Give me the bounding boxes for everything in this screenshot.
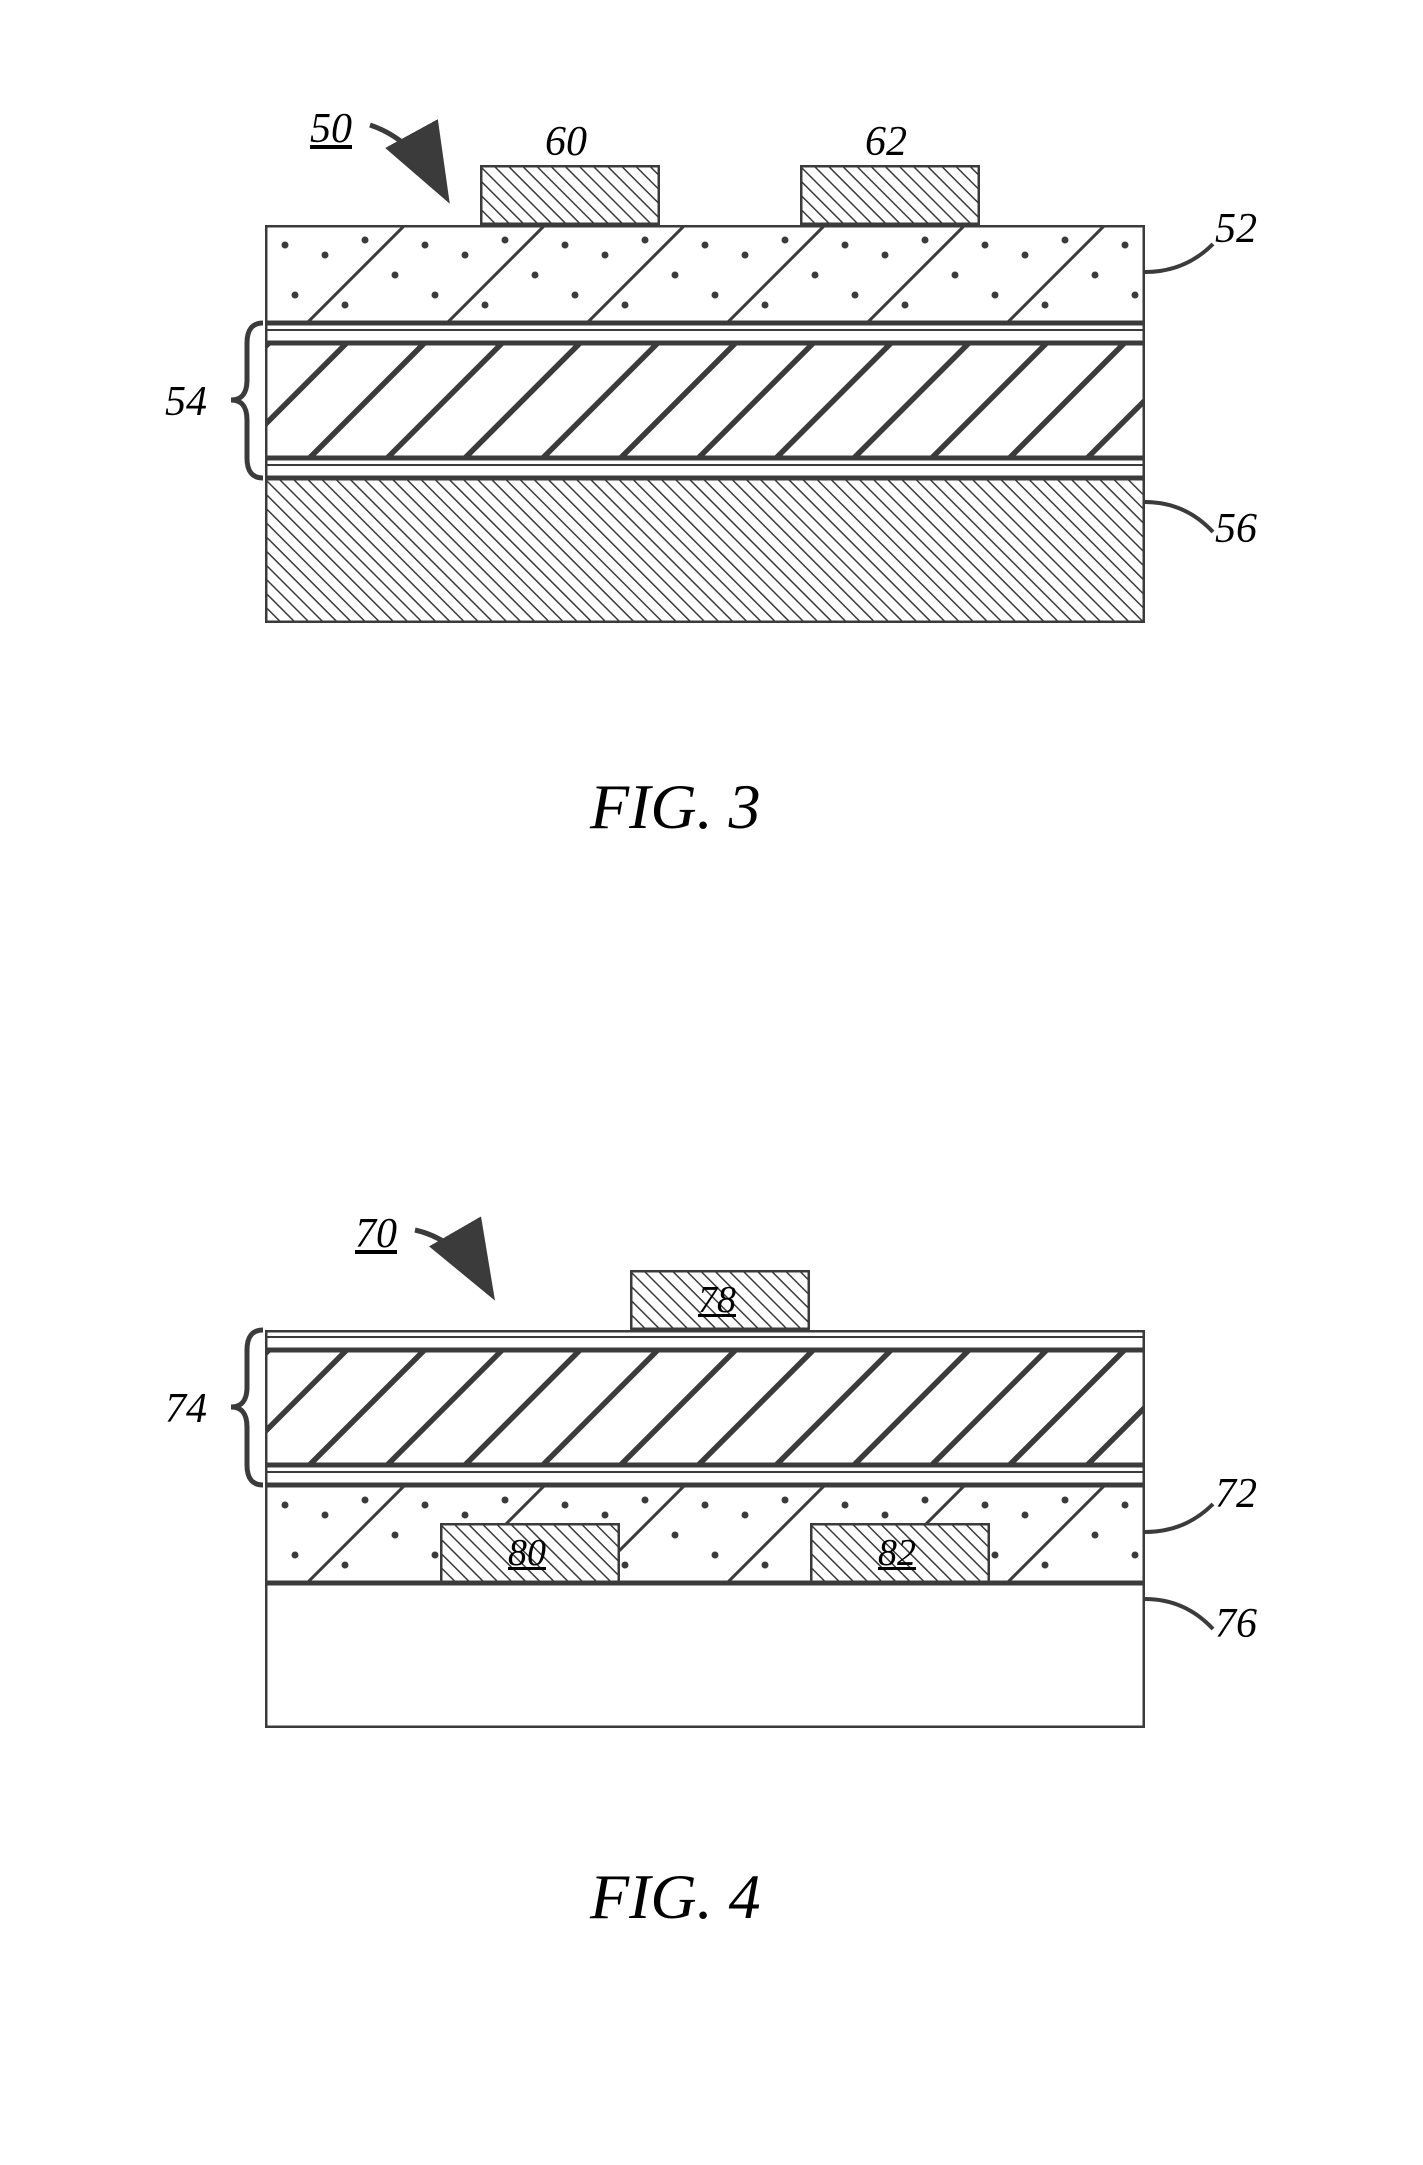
layer-52 bbox=[265, 225, 1145, 323]
layer-76 bbox=[265, 1583, 1145, 1728]
layer-74-top bbox=[265, 1330, 1145, 1350]
ref-arrow-50 bbox=[360, 115, 470, 225]
leader-56 bbox=[1145, 498, 1225, 538]
leader-52 bbox=[1145, 240, 1225, 280]
electrode-62 bbox=[800, 165, 980, 225]
layer-74-mid bbox=[265, 1350, 1145, 1465]
leader-72 bbox=[1145, 1500, 1225, 1540]
ref-label-72: 72 bbox=[1215, 1470, 1257, 1518]
layer-72 bbox=[265, 1485, 1145, 1583]
ref-label-60: 60 bbox=[545, 118, 587, 166]
bracket-54 bbox=[225, 323, 265, 478]
ref-label-52: 52 bbox=[1215, 205, 1257, 253]
layer-56 bbox=[265, 478, 1145, 623]
ref-label-74: 74 bbox=[165, 1385, 207, 1433]
ref-label-62: 62 bbox=[865, 118, 907, 166]
electrode-60 bbox=[480, 165, 660, 225]
ref-label-70: 70 bbox=[355, 1210, 397, 1258]
layer-74-bot bbox=[265, 1465, 1145, 1485]
caption-fig4: FIG. 4 bbox=[590, 1860, 761, 1934]
ref-label-56: 56 bbox=[1215, 505, 1257, 553]
ref-label-80: 80 bbox=[508, 1531, 546, 1575]
ref-label-50: 50 bbox=[310, 105, 352, 153]
ref-label-76: 76 bbox=[1215, 1600, 1257, 1648]
bracket-74 bbox=[225, 1330, 265, 1485]
ref-arrow-70 bbox=[405, 1220, 515, 1320]
caption-fig3: FIG. 3 bbox=[590, 770, 761, 844]
ref-label-78: 78 bbox=[698, 1278, 736, 1322]
leader-76 bbox=[1145, 1595, 1225, 1635]
layer-54-top bbox=[265, 323, 1145, 343]
layer-54-bot bbox=[265, 458, 1145, 478]
layer-54-mid bbox=[265, 343, 1145, 458]
ref-label-82: 82 bbox=[878, 1531, 916, 1575]
ref-label-54: 54 bbox=[165, 378, 207, 426]
